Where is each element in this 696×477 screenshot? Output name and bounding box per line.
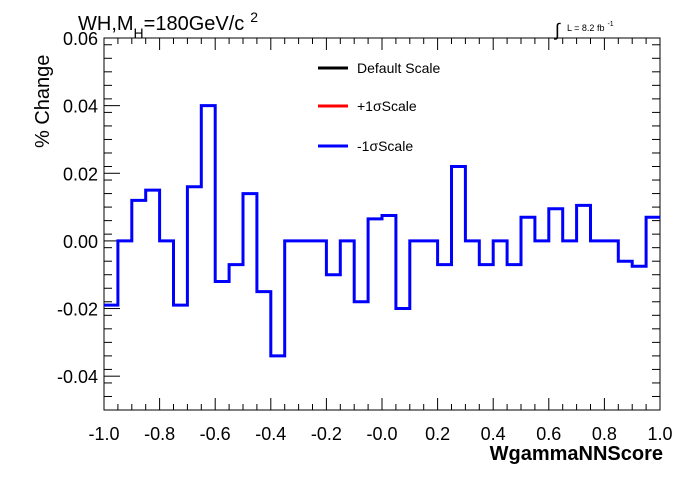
chart-title: WH,MH=180GeV/c 2 (78, 9, 258, 41)
legend-label: +1σScale (357, 98, 417, 114)
x-axis-label: WgammaNNScore (490, 443, 663, 465)
series-layer (104, 104, 660, 358)
series-line (104, 104, 660, 358)
x-tick-label: 1.0 (647, 424, 672, 444)
axis-ticks (103, 37, 661, 411)
x-tick-labels: -1.0 -0.8 -0.6 -0.4 -0.2 -0.0 0.2 0.4 0.6 0.8 1.0 (88, 424, 672, 444)
x-tick-label: -0.0 (366, 424, 397, 444)
title-rest: =180GeV/c (144, 13, 245, 35)
lumi-superscript: -1 (607, 21, 613, 28)
title-main: WH,M (78, 13, 134, 35)
lumi-label: L = 8.2 fb -1 (567, 21, 614, 33)
y-tick-label: 0.04 (63, 97, 98, 117)
y-tick-label: -0.02 (57, 300, 98, 320)
lumi-prefix: L = 8.2 fb (567, 23, 604, 33)
title-subscript: H (134, 25, 144, 41)
y-tick-label: 0.00 (63, 232, 98, 252)
x-tick-label: -0.2 (311, 424, 342, 444)
x-tick-label: -0.6 (200, 424, 231, 444)
lumi-integral-symbol: ∫ (553, 20, 561, 40)
y-axis-label: % Change (32, 55, 54, 148)
x-tick-label: 0.2 (425, 424, 450, 444)
y-tick-labels: -0.04 -0.02 0.00 0.02 0.04 0.06 (57, 29, 98, 387)
y-tick-label: 0.06 (63, 29, 98, 49)
x-tick-label: -0.4 (255, 424, 286, 444)
x-tick-label: 0.8 (592, 424, 617, 444)
x-tick-label: -0.8 (144, 424, 175, 444)
legend-label: -1σScale (357, 138, 413, 154)
legend-label: Default Scale (357, 60, 440, 76)
title-superscript: 2 (250, 9, 258, 25)
x-tick-label: -1.0 (88, 424, 119, 444)
y-tick-label: 0.02 (63, 164, 98, 184)
x-tick-label: 0.6 (536, 424, 561, 444)
legend: Default Scale +1σScale -1σScale (318, 60, 440, 154)
x-tick-label: 0.4 (481, 424, 506, 444)
y-tick-label: -0.04 (57, 367, 98, 387)
